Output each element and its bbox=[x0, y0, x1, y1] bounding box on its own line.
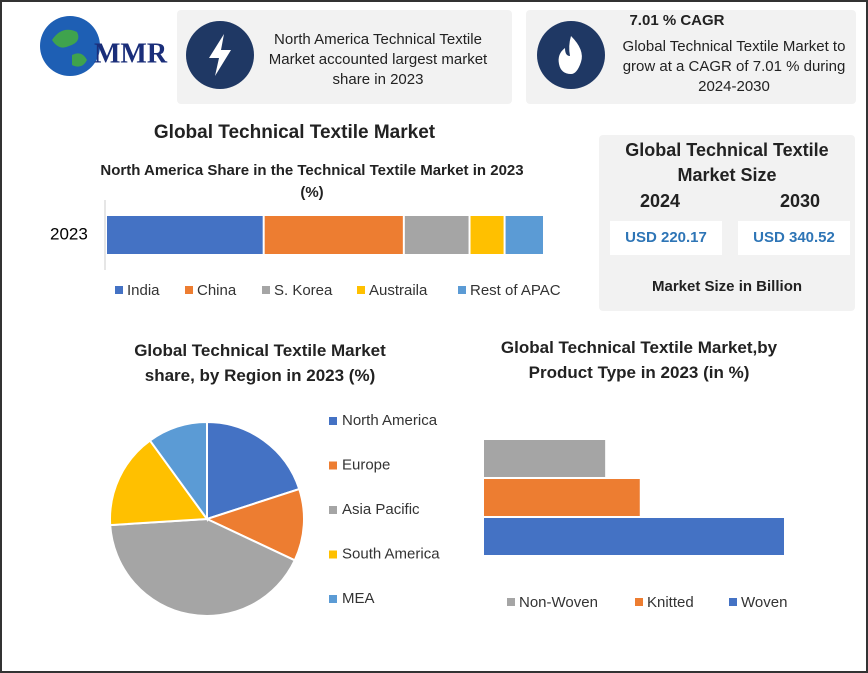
icon bbox=[537, 21, 605, 89]
bar bbox=[484, 479, 640, 516]
legend-swatch bbox=[262, 286, 270, 294]
bar-segment bbox=[107, 216, 263, 254]
legend-label: Europe bbox=[342, 456, 390, 473]
legend-label: MEA bbox=[342, 590, 375, 607]
legend-label: Non-Woven bbox=[519, 594, 598, 611]
cagr-title: 7.01 % CAGR bbox=[629, 12, 725, 29]
legend-label: S. Korea bbox=[274, 282, 333, 299]
legend-label: North America bbox=[342, 412, 438, 429]
pie-slice bbox=[206, 420, 301, 521]
bar-segment bbox=[505, 216, 543, 254]
pie-slice bbox=[204, 487, 305, 562]
bar-segment bbox=[264, 216, 403, 254]
market-value: USD 220.17 bbox=[610, 221, 722, 255]
legend-swatch bbox=[329, 550, 337, 559]
bar bbox=[484, 518, 784, 555]
legend-label: Asia Pacific bbox=[342, 501, 420, 518]
chart-title: Global Technical Textile Market share, b… bbox=[134, 341, 386, 385]
legend-swatch bbox=[357, 286, 365, 294]
legend-swatch bbox=[329, 506, 337, 514]
info-text: North America Technical Textile Market a… bbox=[268, 31, 488, 88]
legend-swatch bbox=[635, 598, 643, 606]
legend-label: Woven bbox=[741, 594, 787, 611]
legend-swatch bbox=[507, 598, 515, 606]
legend-label: India bbox=[127, 282, 160, 299]
bar bbox=[484, 440, 606, 477]
legend-swatch bbox=[458, 286, 466, 294]
year: 2030 bbox=[779, 191, 821, 211]
info-text: Global Technical Textile Market to grow … bbox=[622, 38, 846, 95]
logo-text: MMR bbox=[94, 38, 168, 69]
legend-swatch bbox=[729, 598, 737, 606]
bar-segment bbox=[470, 216, 504, 254]
logo-land bbox=[52, 29, 87, 67]
legend-label: China bbox=[197, 282, 237, 299]
legend-swatch bbox=[329, 595, 337, 603]
pie-slice bbox=[109, 517, 297, 617]
legend-swatch bbox=[329, 461, 337, 470]
logo: MMR bbox=[40, 16, 168, 76]
legend-label: South America bbox=[342, 545, 440, 562]
legend-label: Knitted bbox=[647, 594, 694, 611]
pie-slice bbox=[109, 439, 209, 527]
legend-label: Rest of APAC bbox=[470, 282, 561, 299]
chart-title: Global Technical Textile Market,by Produ… bbox=[500, 338, 778, 382]
legend-swatch bbox=[115, 286, 123, 294]
chart-title: Global Technical Textile Market bbox=[153, 122, 436, 143]
year: 2024 bbox=[639, 191, 681, 211]
market-size-title: Global Technical Textile Market Size bbox=[625, 140, 829, 185]
legend-swatch bbox=[329, 417, 337, 425]
legend-label: Austraila bbox=[369, 282, 428, 299]
bar-segment bbox=[404, 216, 469, 254]
market-value: USD 340.52 bbox=[738, 221, 850, 255]
legend-swatch bbox=[185, 286, 193, 294]
category-label: 2023 bbox=[50, 224, 88, 243]
icon bbox=[186, 21, 254, 89]
chart-subtitle: North America Share in the Technical Tex… bbox=[100, 162, 524, 201]
pie-slice bbox=[148, 420, 208, 523]
market-size-note: Market Size in Billion bbox=[651, 278, 803, 295]
